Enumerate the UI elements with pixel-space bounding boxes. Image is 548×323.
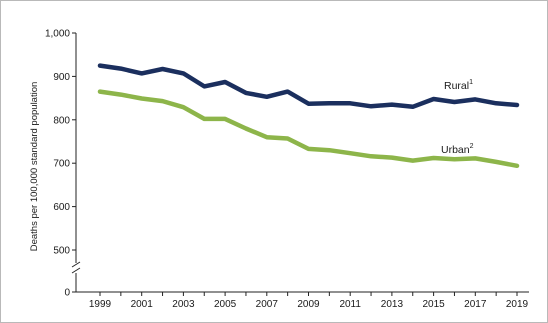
- series-labels: Rural1 Urban2: [441, 79, 474, 156]
- series-lines: [97, 63, 520, 169]
- data-point-rural: [328, 102, 330, 104]
- data-point-rural: [433, 98, 435, 100]
- data-point-rural: [495, 102, 497, 104]
- y-tick-label: 500: [53, 246, 70, 257]
- data-point-rural: [203, 85, 205, 87]
- x-tick-label: 2009: [297, 299, 320, 310]
- data-point-urban: [370, 155, 372, 157]
- data-point-urban: [99, 90, 101, 93]
- axis-break-mark-upper: [71, 261, 81, 268]
- y-tick-label: 700: [53, 159, 70, 170]
- data-point-rural: [224, 81, 226, 83]
- data-point-urban: [266, 136, 268, 138]
- data-point-rural: [474, 98, 476, 101]
- data-point-rural: [120, 67, 122, 70]
- x-tick-label: 2005: [214, 299, 237, 310]
- series-label-rural: Rural1: [444, 79, 473, 92]
- data-point-urban: [287, 137, 289, 140]
- x-tick-label: 2001: [131, 299, 154, 310]
- y-tick-label: 1,000: [45, 29, 70, 40]
- data-point-rural: [266, 96, 268, 98]
- series-footnote-rural: 1: [469, 79, 473, 86]
- data-point-urban: [161, 100, 164, 102]
- data-point-urban: [328, 149, 330, 151]
- y-tick-label: 600: [53, 202, 70, 213]
- y-tick-label: 800: [53, 115, 70, 126]
- axes: [71, 33, 529, 293]
- data-point-urban: [495, 161, 497, 163]
- data-point-rural: [245, 92, 247, 94]
- data-point-urban: [307, 148, 310, 150]
- x-tick-label: 2017: [464, 299, 487, 310]
- y-axis-ticks: 0 500 600 700 800 900 1,000: [45, 29, 76, 299]
- data-point-urban: [120, 94, 122, 96]
- data-point-urban: [453, 158, 456, 160]
- data-point-rural: [161, 68, 164, 70]
- data-point-rural: [349, 102, 351, 104]
- data-point-urban: [516, 165, 518, 167]
- x-tick-label: 2003: [172, 299, 195, 310]
- data-point-urban: [224, 118, 226, 120]
- data-point-rural: [453, 101, 456, 103]
- data-point-urban: [391, 156, 393, 159]
- data-point-rural: [182, 72, 184, 74]
- x-tick-label: 2013: [381, 299, 404, 310]
- x-axis-ticks: 1999 2001 2003 2005 2007 2009 2011 2013 2015 2017…: [89, 292, 529, 310]
- axis-break-mark-lower: [71, 267, 81, 274]
- x-tick-label: 2019: [506, 299, 529, 310]
- x-tick-label: 1999: [89, 299, 112, 310]
- data-point-rural: [141, 72, 143, 74]
- data-point-rural: [307, 103, 310, 105]
- data-point-urban: [141, 97, 143, 100]
- y-axis-title: Deaths per 100,000 standard population: [29, 82, 40, 252]
- series-label-urban: Urban2: [441, 143, 474, 156]
- data-point-rural: [516, 104, 518, 106]
- data-point-urban: [182, 106, 184, 108]
- series-footnote-urban: 2: [470, 143, 474, 150]
- x-tick-label: 2007: [256, 299, 279, 310]
- data-point-rural: [391, 104, 393, 106]
- data-point-urban: [433, 157, 435, 159]
- data-point-rural: [412, 106, 414, 108]
- x-tick-label: 2011: [339, 299, 361, 310]
- data-point-urban: [412, 159, 414, 162]
- y-tick-label: 0: [64, 288, 70, 299]
- data-point-rural: [287, 90, 289, 93]
- data-point-urban: [474, 157, 476, 160]
- data-point-urban: [349, 152, 351, 154]
- y-tick-label: 900: [53, 72, 70, 83]
- data-point-urban: [245, 127, 247, 130]
- data-point-rural: [370, 105, 372, 107]
- data-point-rural: [99, 64, 101, 67]
- data-point-urban: [203, 118, 205, 120]
- x-tick-label: 2015: [422, 299, 445, 310]
